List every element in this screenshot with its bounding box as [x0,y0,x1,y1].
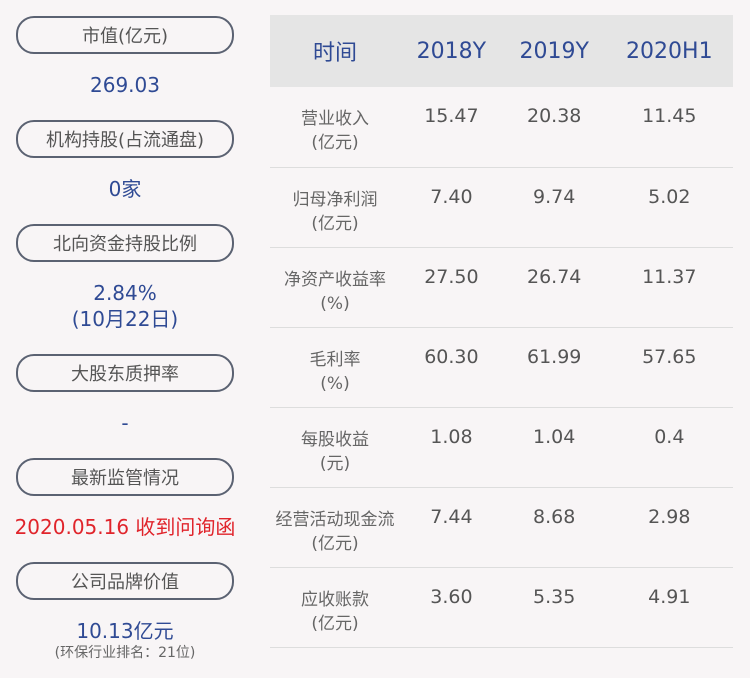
cell-value: 7.44 [400,487,503,568]
table-row: 应收账款 (亿元) 3.60 5.35 4.91 [270,567,733,648]
label-regulation: 最新监管情况 [16,458,234,496]
header-2018: 2018Y [400,15,503,87]
cell-value: 0.4 [605,407,733,488]
row-label-unit: (亿元) [311,533,359,554]
label-market-cap: 市值(亿元) [16,16,234,54]
cell-value: 60.30 [400,327,503,408]
cell-value: 20.38 [502,87,606,168]
cell-value: 11.37 [605,247,733,328]
row-label-name: 归母净利润 [292,189,378,210]
row-label: 归母净利润 (亿元) [270,167,400,248]
brand-rank-note: (环保行业排名：21位) [54,645,196,661]
row-label: 毛利率 (%) [270,327,400,408]
table-row: 每股收益 (元) 1.08 1.04 0.4 [270,407,733,488]
value-brand-value: 10.13亿元 [76,619,174,643]
label-northbound-ratio: 北向资金持股比例 [16,224,234,262]
row-label-name: 净资产收益率 [284,269,386,290]
table-header: 时间 2018Y 2019Y 2020H1 [270,15,733,87]
value-regulation: 2020.05.16 收到问询函 [14,515,236,539]
row-label-unit: (%) [320,293,350,314]
row-label: 净资产收益率 (%) [270,247,400,328]
header-2019: 2019Y [502,15,606,87]
row-label: 营业收入 (亿元) [270,87,400,168]
cell-value: 1.04 [502,407,606,488]
table-row: 营业收入 (亿元) 15.47 20.38 11.45 [270,87,733,168]
cell-value: 8.68 [502,487,606,568]
cell-value: 4.91 [605,567,733,648]
row-label-name: 经营活动现金流 [275,509,395,530]
cell-value: 1.08 [400,407,503,488]
cell-value: 61.99 [502,327,606,408]
value-institution-holding: 0家 [108,177,142,201]
header-2020h1: 2020H1 [605,15,733,87]
cell-value: 7.40 [400,167,503,248]
cell-value: 57.65 [605,327,733,408]
table-row: 净资产收益率 (%) 27.50 26.74 11.37 [270,247,733,328]
cell-value: 27.50 [400,247,503,328]
table-row: 毛利率 (%) 60.30 61.99 57.65 [270,327,733,408]
table-row: 经营活动现金流 (亿元) 7.44 8.68 2.98 [270,487,733,568]
cell-value: 2.98 [605,487,733,568]
row-label-unit: (%) [320,373,350,394]
header-time: 时间 [270,15,400,87]
cell-value: 5.02 [605,167,733,248]
label-pledge-rate: 大股东质押率 [16,354,234,392]
row-label: 每股收益 (元) [270,407,400,488]
row-label: 应收账款 (亿元) [270,567,400,648]
value-northbound-ratio: 2.84% [93,281,157,305]
financial-table: 时间 2018Y 2019Y 2020H1 营业收入 (亿元) 15.47 20.38… [270,15,733,648]
row-label-unit: (亿元) [311,613,359,634]
cell-value: 11.45 [605,87,733,168]
row-label-name: 应收账款 [301,589,369,610]
row-label-name: 营业收入 [301,109,369,129]
value-market-cap: 269.03 [90,73,160,97]
value-northbound-date: (10月22日) [71,307,179,331]
cell-value: 5.35 [502,567,606,648]
row-label-name: 每股收益 [301,429,369,450]
row-label: 经营活动现金流 (亿元) [270,487,400,568]
row-label-unit: (元) [319,453,351,474]
cell-value: 26.74 [502,247,606,328]
cell-value: 3.60 [400,567,503,648]
label-institution-holding: 机构持股(占流通盘) [16,120,234,158]
row-label-unit: (亿元) [311,133,359,153]
label-brand-value: 公司品牌价值 [16,562,234,600]
value-pledge-rate: - [121,411,129,435]
cell-value: 9.74 [502,167,606,248]
table-row: 归母净利润 (亿元) 7.40 9.74 5.02 [270,167,733,248]
cell-value: 15.47 [400,87,503,168]
row-label-unit: (亿元) [311,213,359,234]
row-label-name: 毛利率 [309,349,361,370]
